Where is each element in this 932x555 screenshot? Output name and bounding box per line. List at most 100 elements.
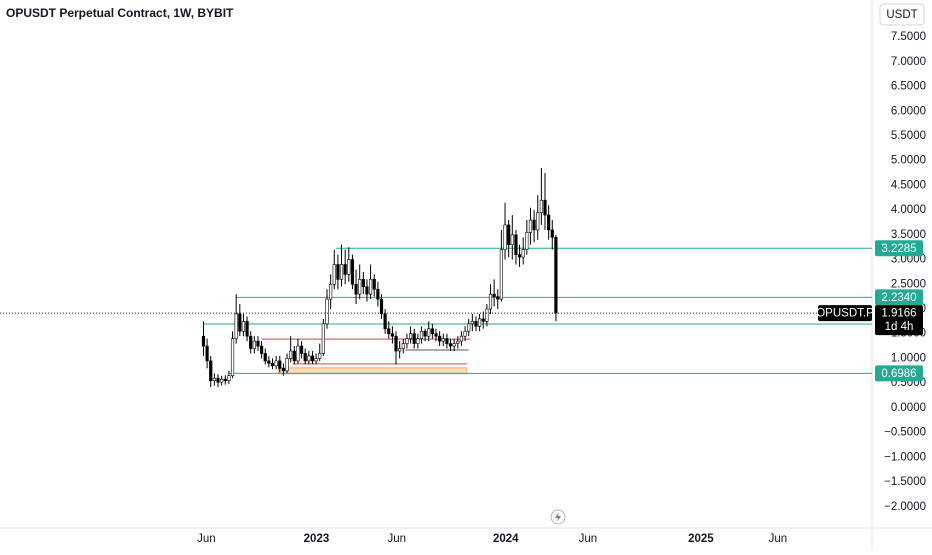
candle-body — [361, 279, 365, 288]
countdown-label: 1d 4h — [885, 321, 914, 333]
y-tick-label: 3.0000 — [891, 254, 926, 266]
candle-body — [274, 360, 278, 367]
candle-body — [539, 199, 543, 213]
candle-body — [499, 249, 504, 300]
x-tick-label: Jun — [197, 533, 216, 545]
candle-body — [503, 224, 507, 250]
candle-body — [507, 224, 511, 246]
candle-body — [430, 328, 434, 335]
candle-body — [387, 328, 391, 335]
candle-body — [376, 288, 380, 300]
candle-body — [223, 378, 227, 381]
candle-body — [289, 350, 293, 359]
x-tick-label: Jun — [387, 533, 406, 545]
candle-body — [459, 335, 464, 342]
symbol-label-box — [818, 305, 872, 322]
candle-body — [368, 279, 373, 295]
last-price-box — [875, 305, 923, 336]
candle-body — [379, 298, 384, 315]
candle-body — [205, 345, 209, 362]
candle-body — [427, 328, 431, 337]
x-tick-label: 2024 — [493, 533, 519, 545]
candle-body — [521, 249, 525, 258]
candle-body — [517, 254, 522, 258]
y-tick-label: 4.5000 — [891, 179, 926, 191]
candle-body — [321, 323, 325, 354]
candle-body — [209, 360, 213, 381]
candle-body — [398, 348, 402, 352]
candle-body — [252, 340, 256, 349]
candle-body — [394, 335, 398, 352]
lightning-icon[interactable] — [550, 509, 566, 525]
symbol-label: OPUSDT.P — [816, 308, 874, 320]
candle-body — [227, 375, 231, 381]
level-label-box — [875, 365, 923, 382]
candle-body — [528, 219, 533, 233]
candle-body — [310, 355, 315, 362]
candle-body — [554, 237, 558, 314]
y-tick-label: 5.0000 — [891, 155, 926, 167]
x-tick-label: Jun — [579, 533, 598, 545]
chart-title: OPUSDT Perpetual Contract, 1W, BYBIT — [6, 6, 234, 20]
candle-body — [339, 264, 344, 280]
candle-body — [536, 212, 540, 231]
y-tick-label: 3.5000 — [891, 229, 926, 241]
candle-body — [329, 283, 333, 300]
candle-body — [470, 321, 474, 325]
candle-body — [423, 330, 427, 337]
y-tick-label: 0.0000 — [891, 402, 926, 414]
x-tick-label: Jun — [769, 533, 788, 545]
candle-body — [249, 335, 253, 349]
candle-body — [547, 214, 551, 231]
candle-body — [245, 321, 249, 337]
currency-label[interactable]: USDT — [886, 9, 917, 21]
y-tick-label: −1.0000 — [884, 451, 926, 463]
candle-body — [452, 343, 456, 347]
candle-body — [481, 318, 485, 322]
candle-body — [463, 330, 467, 337]
x-tick-label: 2023 — [304, 533, 330, 545]
candle-body — [365, 286, 369, 295]
y-tick-label: 2.5000 — [891, 278, 926, 290]
level-label: 3.2285 — [881, 243, 916, 255]
candle-body — [234, 313, 238, 339]
y-tick-label: −1.5000 — [884, 476, 926, 488]
candle-body — [383, 313, 387, 330]
candle-body — [299, 345, 304, 354]
candle-body — [220, 378, 224, 383]
candle-body — [325, 298, 329, 325]
candle-body — [474, 321, 478, 327]
candle-body — [347, 259, 351, 275]
candle-body — [408, 333, 413, 339]
level-label: 0.6986 — [881, 368, 916, 380]
candle-body — [263, 353, 267, 362]
y-tick-label: −0.5000 — [884, 427, 926, 439]
x-tick-label: 2025 — [688, 533, 714, 545]
candle-body — [434, 333, 438, 337]
candle-body — [270, 363, 275, 367]
candle-body — [488, 293, 493, 310]
candle-body — [467, 323, 471, 332]
candle-body — [303, 353, 307, 362]
candle-body — [336, 264, 340, 280]
y-tick-label: 6.5000 — [891, 81, 926, 93]
candle-body — [314, 358, 318, 362]
candle-body — [318, 353, 322, 359]
y-tick-label: 7.5000 — [891, 31, 926, 43]
candle-body — [456, 340, 460, 344]
candle-body — [212, 377, 216, 381]
candle-body — [419, 330, 424, 339]
currency-button[interactable] — [879, 3, 925, 26]
candle-body — [354, 283, 358, 295]
candle-body — [514, 234, 518, 255]
candle-body — [358, 279, 362, 295]
candle-body — [278, 360, 282, 369]
candle-body — [550, 229, 554, 238]
candle-body — [412, 333, 416, 344]
candle-body — [230, 338, 235, 377]
candle-body — [445, 338, 449, 344]
candle-body — [296, 345, 300, 362]
candle-body — [416, 338, 420, 344]
candle-body — [441, 338, 445, 342]
